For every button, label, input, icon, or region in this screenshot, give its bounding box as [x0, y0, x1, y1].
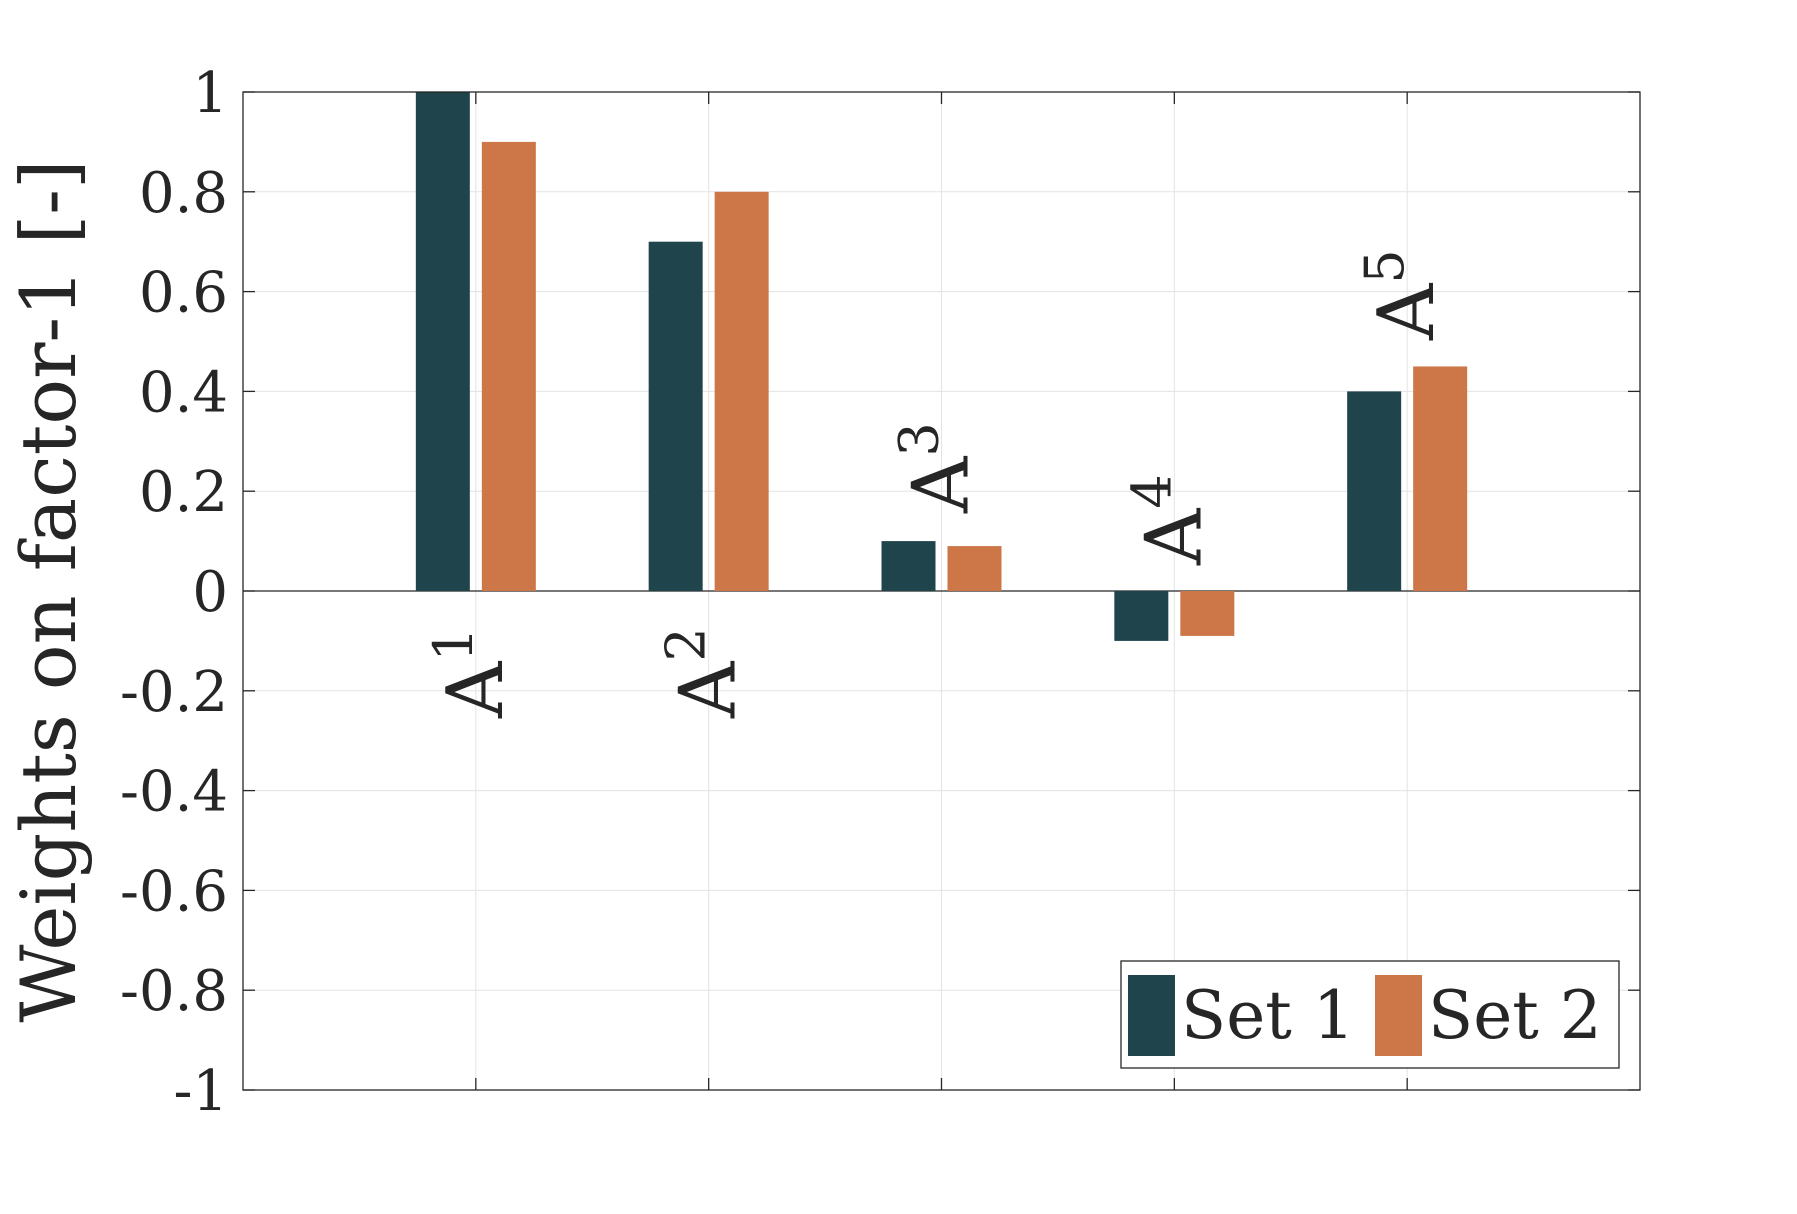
category-label-subscript: 5	[1353, 249, 1416, 283]
y-axis-label: Weights on factor-1 [-]	[4, 159, 93, 1022]
bar-set-2-a2	[714, 191, 769, 592]
legend-label-set-2: Set 2	[1428, 977, 1602, 1054]
category-label-base: A	[897, 455, 987, 514]
bar-set-1-a5	[1347, 391, 1402, 591]
category-label-a4: A4	[1120, 474, 1219, 566]
category-label-base: A	[664, 660, 754, 719]
category-label-base: A	[431, 660, 521, 719]
bar-set-1-a4	[1114, 591, 1169, 641]
y-tick-label: -0.4	[120, 760, 228, 825]
y-tick-labels: -1 -0.8 -0.6 -0.4 -0.2 0 0.2 0.4 0.6 0.8 1	[120, 61, 228, 1124]
legend-swatch-set-1	[1128, 975, 1175, 1056]
bar-set-2-a1	[481, 141, 536, 591]
category-label-a1: A1	[422, 627, 521, 719]
plot-area: -1-0.8-0.6-0.4-0.200.20.40.60.81 A1A2A3A…	[120, 61, 1641, 1124]
category-label-subscript: 2	[655, 627, 718, 661]
bars	[415, 92, 1468, 641]
category-label-subscript: 4	[1120, 474, 1183, 508]
category-label-base: A	[1129, 507, 1219, 566]
category-label-base: A	[1362, 282, 1452, 341]
ticks	[243, 91, 1640, 1091]
y-tick-label: -0.2	[120, 660, 228, 725]
y-tick-label: 0.2	[139, 460, 228, 525]
bar-set-2-a3	[947, 546, 1002, 591]
y-tick-label: -0.8	[120, 959, 228, 1024]
y-tick-label: -0.6	[120, 859, 228, 924]
y-tick-label: 0.8	[139, 161, 228, 226]
bar-set-1-a3	[881, 541, 936, 591]
category-label-subscript: 1	[422, 627, 485, 661]
category-label-a5: A5	[1353, 249, 1452, 341]
legend: Set 1 Set 2	[1120, 960, 1620, 1069]
y-tick-label: 0.6	[139, 261, 228, 326]
category-label-a2: A2	[655, 627, 754, 719]
y-tick-label: 1	[192, 61, 228, 126]
category-label-a3: A3	[888, 422, 987, 514]
bar-set-2-a4	[1180, 591, 1235, 636]
bar-set-1-a2	[648, 241, 703, 591]
y-tick-label: 0.4	[139, 360, 228, 425]
legend-label-set-1: Set 1	[1181, 977, 1355, 1054]
y-tick-label: -1	[173, 1059, 228, 1124]
y-tick-label: 0	[192, 560, 228, 625]
bar-set-1-a1	[415, 92, 470, 591]
legend-box	[1120, 960, 1620, 1069]
bar-set-2-a5	[1413, 366, 1468, 591]
legend-swatch-set-2	[1375, 975, 1422, 1056]
category-label-subscript: 3	[888, 422, 951, 456]
